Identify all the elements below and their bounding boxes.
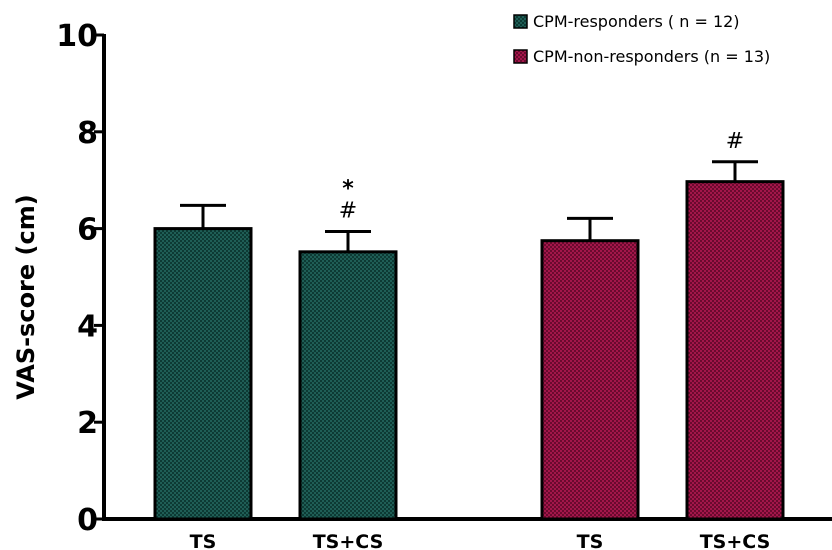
bar: [540, 239, 640, 521]
y-tick-label: 0: [77, 503, 98, 538]
significance-marker: *: [342, 177, 354, 202]
y-tick-label: 8: [77, 116, 98, 151]
legend-label: CPM-responders ( n = 12): [533, 12, 740, 31]
category-label: TS: [577, 531, 604, 550]
y-tick-label: 10: [56, 19, 98, 54]
significance-marker: #: [726, 129, 744, 154]
category-label: TS+CS: [700, 531, 771, 550]
category-label: TS: [190, 531, 217, 550]
legend: CPM-responders ( n = 12) CPM-non-responde…: [513, 12, 770, 66]
legend-swatch: [513, 49, 528, 64]
y-tick-label: 6: [77, 213, 98, 248]
legend-label: CPM-non-responders (n = 13): [533, 47, 770, 66]
bar: [685, 180, 785, 521]
y-tick-label: 2: [77, 406, 98, 441]
legend-swatch: [513, 14, 528, 29]
y-tick-label: 4: [77, 309, 98, 344]
bar: [153, 227, 253, 521]
y-axis-title: VAS-score (cm): [12, 194, 40, 399]
bar: [298, 250, 398, 521]
bars: [153, 160, 785, 521]
category-label: TS+CS: [313, 531, 384, 550]
significance-marker: #: [339, 199, 357, 224]
